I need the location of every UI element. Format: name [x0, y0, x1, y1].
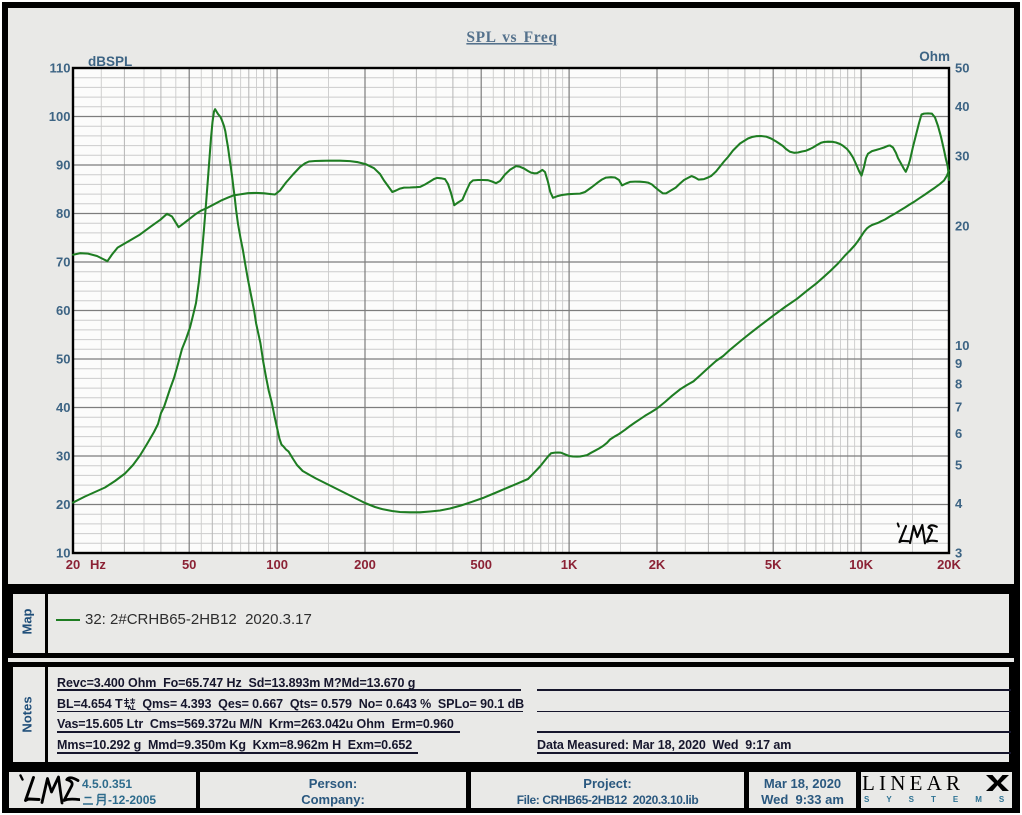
- svg-text:20: 20: [955, 219, 969, 234]
- svg-text:dBSPL: dBSPL: [88, 54, 132, 69]
- svg-text:50: 50: [56, 352, 70, 367]
- svg-text:6: 6: [955, 426, 962, 441]
- svg-text:500: 500: [470, 557, 492, 572]
- svg-text:Ohm: Ohm: [919, 49, 950, 64]
- svg-text:4: 4: [955, 496, 963, 511]
- svg-text:60: 60: [56, 303, 70, 318]
- svg-text:Hz: Hz: [90, 557, 106, 572]
- svg-text:50: 50: [182, 557, 196, 572]
- svg-text:40: 40: [955, 99, 969, 114]
- svg-text:110: 110: [50, 61, 71, 76]
- svg-text:9: 9: [955, 356, 962, 371]
- svg-text:20: 20: [56, 497, 70, 512]
- svg-text:8: 8: [955, 376, 962, 391]
- svg-text:30: 30: [56, 449, 70, 464]
- svg-text:200: 200: [354, 557, 376, 572]
- svg-text:5: 5: [955, 457, 962, 472]
- svg-text:50: 50: [955, 61, 969, 76]
- svg-text:10: 10: [56, 546, 70, 561]
- svg-text:20: 20: [66, 557, 80, 572]
- svg-text:7: 7: [955, 399, 962, 414]
- svg-text:3: 3: [955, 546, 962, 561]
- svg-text:30: 30: [955, 149, 969, 164]
- svg-text:20K: 20K: [937, 557, 961, 572]
- svg-text:80: 80: [56, 206, 70, 221]
- svg-text:40: 40: [56, 400, 70, 415]
- svg-text:10K: 10K: [849, 557, 873, 572]
- svg-text:70: 70: [56, 255, 70, 270]
- svg-text:100: 100: [266, 557, 288, 572]
- svg-text:2K: 2K: [649, 557, 666, 572]
- svg-text:5K: 5K: [765, 557, 782, 572]
- svg-text:SPL vs Freq: SPL vs Freq: [466, 29, 557, 46]
- svg-text:10: 10: [955, 338, 969, 353]
- svg-text:100: 100: [49, 109, 71, 124]
- svg-text:1K: 1K: [561, 557, 578, 572]
- svg-text:90: 90: [56, 158, 70, 173]
